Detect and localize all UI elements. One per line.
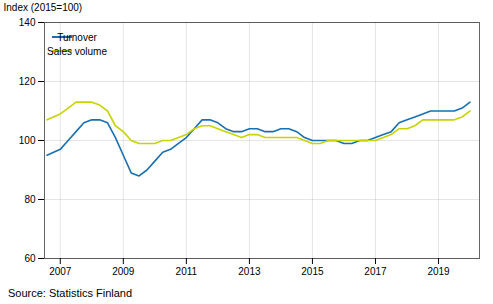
svg-text:2007: 2007 xyxy=(49,266,72,277)
svg-text:100: 100 xyxy=(19,135,36,146)
html-text:Source: Statistics Finland: Source: Statistics Finland xyxy=(8,287,133,299)
svg-text:2011: 2011 xyxy=(176,266,198,277)
svg-text:Index (2015=100): Index (2015=100) xyxy=(4,2,83,13)
svg-text:2015: 2015 xyxy=(301,266,324,277)
svg-text:2017: 2017 xyxy=(364,266,387,277)
svg-text:2009: 2009 xyxy=(112,266,135,277)
svg-text:120: 120 xyxy=(19,76,36,87)
svg-text:2019: 2019 xyxy=(427,266,450,277)
svg-text:2013: 2013 xyxy=(238,266,261,277)
svg-text:Turnover: Turnover xyxy=(57,32,97,43)
svg-text:140: 140 xyxy=(19,17,36,28)
svg-text:80: 80 xyxy=(24,194,36,205)
svg-text:Sales volume: Sales volume xyxy=(47,46,107,57)
svg-text:60: 60 xyxy=(24,253,36,264)
